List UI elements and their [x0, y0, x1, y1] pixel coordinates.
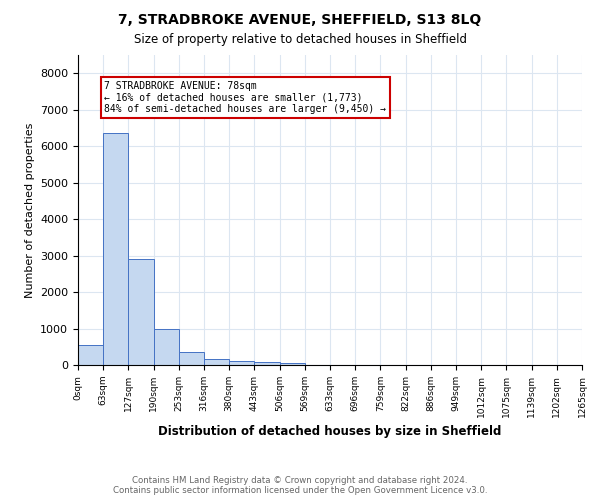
Bar	[179, 352, 204, 365]
Text: 7, STRADBROKE AVENUE, SHEFFIELD, S13 8LQ: 7, STRADBROKE AVENUE, SHEFFIELD, S13 8LQ	[118, 12, 482, 26]
Bar	[103, 134, 128, 365]
Bar	[229, 362, 254, 365]
Text: Size of property relative to detached houses in Sheffield: Size of property relative to detached ho…	[133, 32, 467, 46]
Bar	[280, 363, 305, 365]
Y-axis label: Number of detached properties: Number of detached properties	[25, 122, 35, 298]
Text: Contains HM Land Registry data © Crown copyright and database right 2024.
Contai: Contains HM Land Registry data © Crown c…	[113, 476, 487, 495]
Bar	[78, 345, 103, 365]
Bar	[254, 362, 280, 365]
Bar	[128, 259, 154, 365]
Bar	[204, 360, 229, 365]
X-axis label: Distribution of detached houses by size in Sheffield: Distribution of detached houses by size …	[158, 425, 502, 438]
Text: 7 STRADBROKE AVENUE: 78sqm
← 16% of detached houses are smaller (1,773)
84% of s: 7 STRADBROKE AVENUE: 78sqm ← 16% of deta…	[104, 80, 386, 114]
Bar	[154, 328, 179, 365]
